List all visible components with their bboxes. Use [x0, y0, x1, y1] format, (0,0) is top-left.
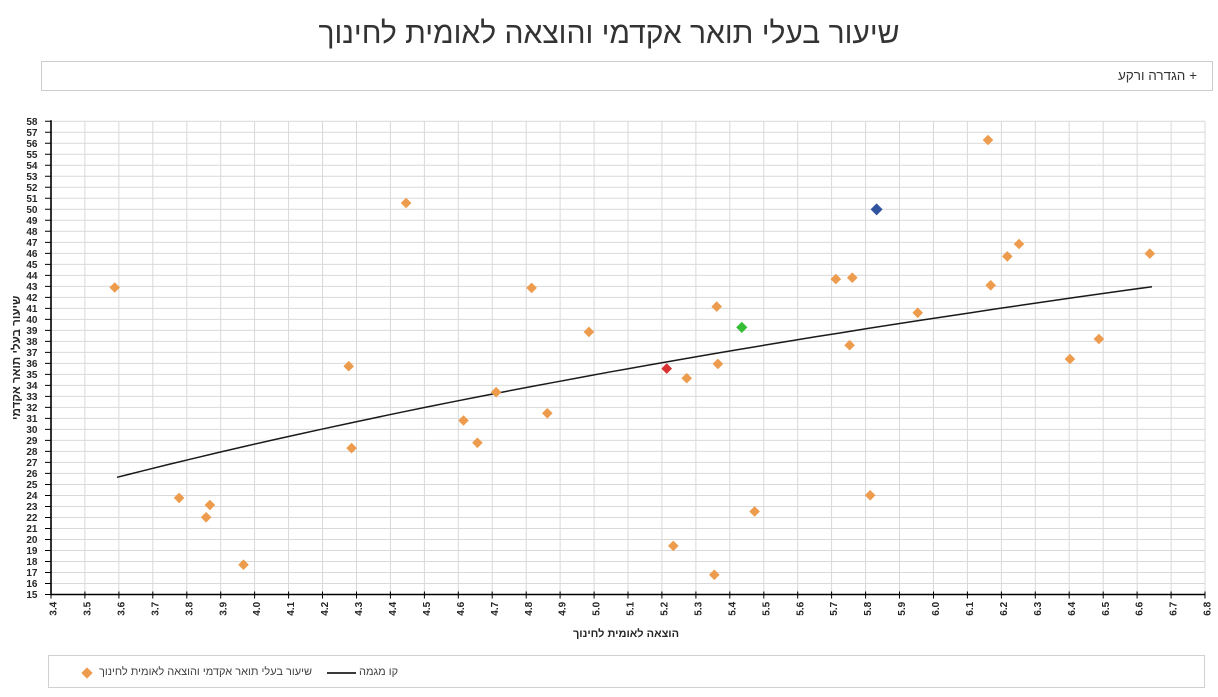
- svg-text:3.4: 3.4: [49, 601, 60, 615]
- svg-text:47: 47: [26, 238, 38, 249]
- svg-text:53: 53: [26, 172, 38, 183]
- svg-text:18: 18: [26, 557, 38, 568]
- svg-text:3.6: 3.6: [117, 601, 128, 615]
- svg-text:27: 27: [26, 458, 38, 469]
- svg-text:46: 46: [26, 249, 38, 260]
- svg-text:30: 30: [26, 425, 38, 436]
- svg-text:38: 38: [26, 337, 38, 348]
- svg-text:5.5: 5.5: [761, 601, 772, 615]
- svg-text:21: 21: [26, 524, 38, 535]
- svg-text:17: 17: [26, 568, 38, 579]
- svg-text:35: 35: [26, 370, 38, 381]
- svg-text:6.8: 6.8: [1203, 601, 1214, 615]
- svg-text:שיעור בעלי תואר אקדמי: שיעור בעלי תואר אקדמי: [10, 296, 23, 420]
- svg-text:5.9: 5.9: [897, 601, 908, 615]
- svg-text:36: 36: [26, 359, 38, 370]
- svg-text:32: 32: [26, 403, 38, 414]
- svg-text:51: 51: [26, 194, 38, 205]
- svg-text:6.5: 6.5: [1101, 601, 1112, 615]
- svg-text:26: 26: [26, 469, 38, 480]
- svg-text:5.4: 5.4: [727, 601, 738, 615]
- svg-text:44: 44: [26, 271, 38, 282]
- svg-text:58: 58: [26, 117, 38, 128]
- svg-text:28: 28: [26, 447, 38, 458]
- svg-text:3.9: 3.9: [218, 601, 229, 615]
- svg-text:5.8: 5.8: [863, 601, 874, 615]
- svg-text:48: 48: [26, 227, 38, 238]
- svg-text:45: 45: [26, 260, 38, 271]
- svg-text:29: 29: [26, 436, 38, 447]
- svg-text:5.6: 5.6: [795, 601, 806, 615]
- svg-text:42: 42: [26, 293, 38, 304]
- svg-text:16: 16: [26, 579, 38, 590]
- svg-text:54: 54: [26, 161, 38, 172]
- svg-text:4.5: 4.5: [422, 601, 433, 615]
- svg-text:55: 55: [26, 150, 38, 161]
- svg-text:20: 20: [26, 535, 38, 546]
- svg-text:24: 24: [26, 491, 38, 502]
- svg-text:41: 41: [26, 304, 38, 315]
- svg-text:37: 37: [26, 348, 38, 359]
- svg-text:4.6: 4.6: [456, 601, 467, 615]
- svg-text:40: 40: [26, 315, 38, 326]
- svg-text:5.1: 5.1: [626, 601, 637, 615]
- svg-text:6.0: 6.0: [931, 601, 942, 615]
- svg-text:4.3: 4.3: [354, 601, 365, 615]
- svg-text:4.9: 4.9: [558, 601, 569, 615]
- svg-text:6.7: 6.7: [1169, 601, 1180, 615]
- svg-text:4.2: 4.2: [320, 601, 331, 615]
- svg-text:4.4: 4.4: [388, 601, 399, 615]
- svg-text:5.3: 5.3: [694, 601, 705, 615]
- svg-text:22: 22: [26, 513, 38, 524]
- svg-text:3.7: 3.7: [150, 601, 161, 615]
- svg-text:50: 50: [26, 205, 38, 216]
- svg-text:5.7: 5.7: [829, 601, 840, 615]
- svg-text:31: 31: [26, 414, 38, 425]
- svg-text:56: 56: [26, 139, 38, 150]
- svg-text:39: 39: [26, 326, 38, 337]
- svg-text:5.2: 5.2: [660, 601, 671, 615]
- svg-text:4.1: 4.1: [286, 601, 297, 615]
- svg-text:6.1: 6.1: [965, 601, 976, 615]
- svg-text:6.3: 6.3: [1033, 601, 1044, 615]
- svg-text:43: 43: [26, 282, 38, 293]
- svg-text:23: 23: [26, 502, 38, 513]
- svg-text:6.4: 6.4: [1067, 601, 1078, 615]
- svg-text:49: 49: [26, 216, 38, 227]
- svg-text:5.0: 5.0: [592, 601, 603, 615]
- svg-text:57: 57: [26, 128, 38, 139]
- svg-text:33: 33: [26, 392, 38, 403]
- svg-text:25: 25: [26, 480, 38, 491]
- svg-text:34: 34: [26, 381, 38, 392]
- svg-text:3.5: 3.5: [83, 601, 94, 615]
- svg-text:4.0: 4.0: [252, 601, 263, 615]
- svg-text:52: 52: [26, 183, 38, 194]
- svg-text:19: 19: [26, 546, 38, 557]
- svg-text:6.6: 6.6: [1135, 601, 1146, 615]
- svg-text:6.2: 6.2: [999, 601, 1010, 615]
- svg-text:4.8: 4.8: [524, 601, 535, 615]
- svg-text:הוצאה לאומית לחינוך: הוצאה לאומית לחינוך: [573, 627, 679, 640]
- svg-text:4.7: 4.7: [490, 601, 501, 615]
- svg-text:15: 15: [26, 590, 38, 601]
- svg-text:3.8: 3.8: [184, 601, 195, 615]
